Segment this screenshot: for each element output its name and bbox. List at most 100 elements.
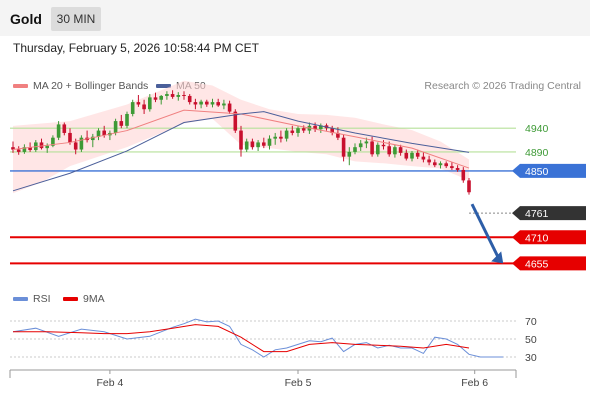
candle-body [319,125,323,130]
candle-body [91,136,95,141]
rsi-ma-line [13,324,470,353]
instrument-title: Gold [10,11,42,27]
candle-body [450,166,454,169]
candle-body [284,130,289,139]
forecast-arrow-shaft [470,203,500,259]
candle-body [393,147,397,155]
chart-credit: Research © 2026 Trading Central [424,80,581,92]
candle-body [273,136,277,139]
candle-body [376,144,380,155]
legend-rsi-ma: 9MA [63,293,105,305]
legend-ma20-label: MA 20 + Bollinger Bands [33,80,149,92]
candle-body [165,94,169,96]
candle-body [250,141,255,148]
legend-rsi-ma-label: 9MA [83,293,105,305]
candle-body [222,103,226,106]
candle-body [267,138,272,146]
candle-body [227,103,232,112]
candle-body [358,143,363,148]
candle-body [130,102,135,114]
candle-body [290,130,295,133]
level-label-4890: 4890 [525,147,549,159]
candle-body [404,152,409,159]
candle-body [279,136,283,139]
candle-body [96,130,101,137]
legend-rsi: RSI [13,293,51,305]
candle-body [187,95,192,103]
candle-body [153,97,158,100]
candle-body [148,97,152,110]
legend-rsi-label: RSI [33,293,51,305]
candle-body [239,130,243,150]
level-tag-4850 [512,163,586,178]
header-bar: Gold 30 MIN [0,0,590,36]
candle-body [119,121,124,126]
candle-body [421,156,426,160]
x-tick-label: Feb 6 [461,377,488,389]
candle-body [444,163,448,167]
rsi-tick-70: 70 [525,316,537,328]
chart-datetime: Thursday, February 5, 2026 10:58:44 PM C… [13,41,259,55]
candle-body [176,95,181,97]
candle-body [39,142,44,149]
candle-body [113,121,118,133]
level-label-4655: 4655 [525,258,549,270]
candle-body [455,168,460,170]
timeframe-button[interactable]: 30 MIN [51,7,101,31]
candle-body [461,169,466,181]
candle-body [142,104,146,110]
candle-body [336,132,340,138]
candle-body [125,113,129,126]
candle-body [415,152,420,157]
candle-body [170,94,175,97]
candle-body [244,141,249,150]
candle-body [381,144,386,147]
candle-body [256,142,260,148]
candle-body [136,102,141,105]
candle-body [22,147,27,152]
level-tag-4710 [512,230,586,245]
candle-body [68,132,72,143]
candle-body [347,151,352,157]
candle-body [102,130,106,136]
ma20-swatch [13,84,28,89]
x-tick-label: Feb 5 [285,377,312,389]
candle-body [341,137,346,157]
candle-body [433,162,437,166]
candle-body [387,146,391,155]
level-label-4710: 4710 [525,232,549,244]
candle-body [330,128,334,133]
level-label-4761: 4761 [525,208,549,220]
level-tag-4761 [512,206,586,221]
level-label-4940: 4940 [525,123,549,135]
x-tick-label: Feb 4 [96,377,123,389]
candle-body [205,101,209,105]
rsi-ma-swatch [63,297,78,302]
rsi-swatch [13,297,28,302]
level-tag-4655 [512,256,586,271]
candle-body [11,147,15,150]
candle-body [159,95,163,100]
candle-body [79,137,84,150]
candle-body [301,128,306,131]
candle-body [262,142,266,146]
rsi-tick-30: 30 [525,352,537,364]
ma50-swatch [156,84,171,89]
legend-ma20: MA 20 + Bollinger Bands [13,80,148,92]
candle-body [296,128,300,133]
candle-body [56,124,61,138]
candle-body [216,102,220,106]
candle-body [16,149,21,152]
candle-body [233,111,238,131]
candle-body [398,147,403,153]
candle-body [28,147,32,151]
candle-body [193,102,198,105]
candle-body [51,137,55,146]
candle-body [438,163,443,166]
candle-body [313,125,317,130]
candle-body [427,159,431,163]
level-label-4850: 4850 [525,166,549,178]
candle-body [410,152,414,159]
candle-body [210,102,215,105]
